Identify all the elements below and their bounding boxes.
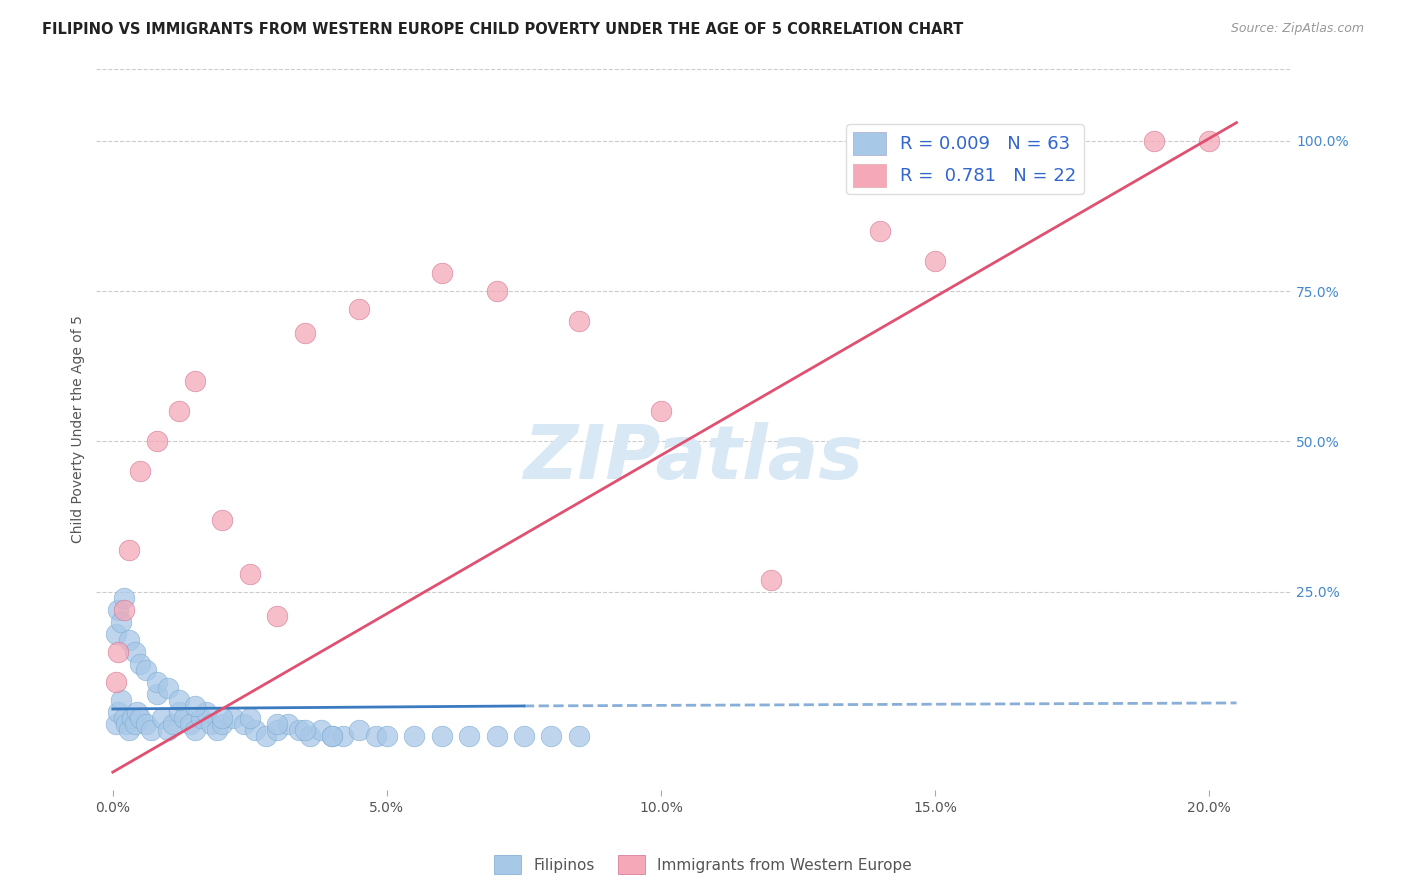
Point [121, 711, 143, 725]
Point [104, 717, 127, 731]
Text: FILIPINO VS IMMIGRANTS FROM WESTERN EUROPE CHILD POVERTY UNDER THE AGE OF 5 CORR: FILIPINO VS IMMIGRANTS FROM WESTERN EURO… [42, 22, 963, 37]
Point [112, 591, 135, 605]
Point [107, 645, 129, 659]
Point [321, 729, 343, 743]
Point [869, 224, 891, 238]
Point [239, 711, 262, 725]
Point [173, 711, 195, 725]
Point [239, 566, 262, 581]
Point [145, 687, 167, 701]
Point [233, 717, 256, 731]
Point [375, 729, 398, 743]
Text: ZIPatlas: ZIPatlas [524, 422, 863, 495]
Point [650, 404, 672, 418]
Point [211, 717, 233, 731]
Point [127, 705, 149, 719]
Point [349, 723, 371, 737]
Point [540, 729, 562, 743]
Point [107, 603, 129, 617]
Point [112, 711, 135, 725]
Point [513, 729, 536, 743]
Point [129, 711, 152, 725]
Point [107, 705, 129, 719]
Point [485, 729, 508, 743]
Point [135, 663, 157, 677]
Point [349, 301, 371, 316]
Point [104, 627, 127, 641]
Point [129, 657, 152, 671]
Point [179, 717, 201, 731]
Point [294, 723, 316, 737]
Point [266, 717, 288, 731]
Point [195, 705, 218, 719]
Point [167, 404, 190, 418]
Point [364, 729, 387, 743]
Point [294, 326, 316, 340]
Point [321, 729, 343, 743]
Point [104, 674, 127, 689]
Point [118, 632, 141, 647]
Point [266, 608, 288, 623]
Point [129, 465, 152, 479]
Point [190, 711, 212, 725]
Y-axis label: Child Poverty Under the Age of 5: Child Poverty Under the Age of 5 [72, 316, 86, 543]
Legend: R = 0.009   N = 63, R =  0.781   N = 22: R = 0.009 N = 63, R = 0.781 N = 22 [846, 125, 1084, 194]
Point [568, 729, 591, 743]
Point [1198, 134, 1220, 148]
Point [112, 603, 135, 617]
Point [211, 711, 233, 725]
Point [162, 717, 184, 731]
Point [924, 254, 946, 268]
Point [404, 729, 426, 743]
Point [430, 266, 453, 280]
Point [205, 723, 228, 737]
Point [141, 723, 163, 737]
Point [277, 717, 299, 731]
Point [309, 723, 332, 737]
Point [156, 681, 179, 695]
Point [200, 717, 222, 731]
Point [266, 723, 288, 737]
Point [118, 723, 141, 737]
Point [184, 698, 207, 713]
Point [254, 729, 277, 743]
Point [156, 723, 179, 737]
Point [110, 693, 132, 707]
Point [288, 723, 311, 737]
Point [222, 711, 245, 725]
Point [485, 284, 508, 298]
Point [184, 374, 207, 388]
Point [184, 723, 207, 737]
Point [332, 729, 354, 743]
Point [167, 705, 190, 719]
Text: Source: ZipAtlas.com: Source: ZipAtlas.com [1230, 22, 1364, 36]
Point [245, 723, 267, 737]
Point [299, 729, 322, 743]
Point [135, 717, 157, 731]
Point [568, 314, 591, 328]
Point [430, 729, 453, 743]
Point [110, 615, 132, 629]
Point [150, 711, 173, 725]
Point [167, 693, 190, 707]
Point [118, 542, 141, 557]
Point [1143, 134, 1166, 148]
Point [124, 717, 146, 731]
Point [759, 573, 782, 587]
Point [145, 434, 167, 449]
Point [124, 645, 146, 659]
Point [211, 512, 233, 526]
Point [145, 674, 167, 689]
Legend: Filipinos, Immigrants from Western Europe: Filipinos, Immigrants from Western Europ… [488, 849, 918, 880]
Point [458, 729, 481, 743]
Point [115, 717, 138, 731]
